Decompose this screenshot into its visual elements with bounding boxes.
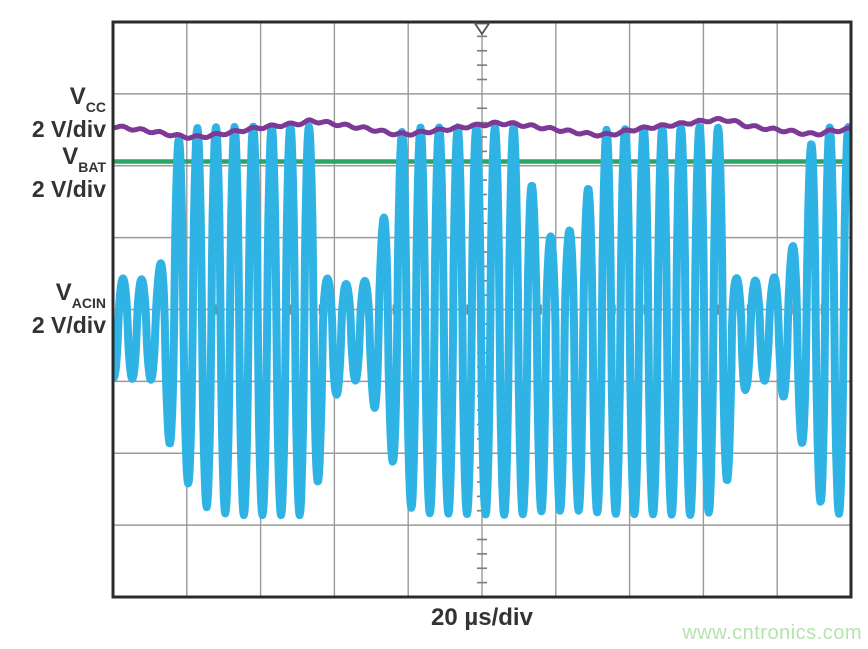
channel-subscript: ACIN [71, 294, 106, 311]
channel-scale-vacin: 2 V/div [31, 311, 106, 338]
channel-symbol: V [55, 279, 72, 306]
watermark: www.cntronics.com [682, 622, 862, 644]
channel-name-vbat: VBAT [32, 145, 106, 177]
channel-subscript: BAT [78, 158, 106, 175]
channel-scale-vcc: 2 V/div [31, 115, 106, 142]
channel-symbol: V [62, 143, 79, 170]
channel-name-vacin: VACIN [32, 281, 106, 313]
channel-label-vacin: VACIN 2 V/div [32, 281, 106, 337]
trigger-marker-icon [473, 22, 491, 36]
time-scale-label: 20 µs/div [431, 604, 533, 631]
channel-symbol: V [69, 83, 86, 110]
channel-label-vcc: VCC 2 V/div [32, 85, 106, 141]
vacin-trace [112, 122, 852, 520]
channel-label-vbat: VBAT 2 V/div [32, 145, 106, 201]
channel-scale-vbat: 2 V/div [31, 175, 106, 202]
vcc-trace [112, 116, 852, 141]
channel-name-vcc: VCC [32, 85, 106, 117]
plot-border [111, 20, 853, 599]
channel-subscript: CC [85, 98, 106, 115]
